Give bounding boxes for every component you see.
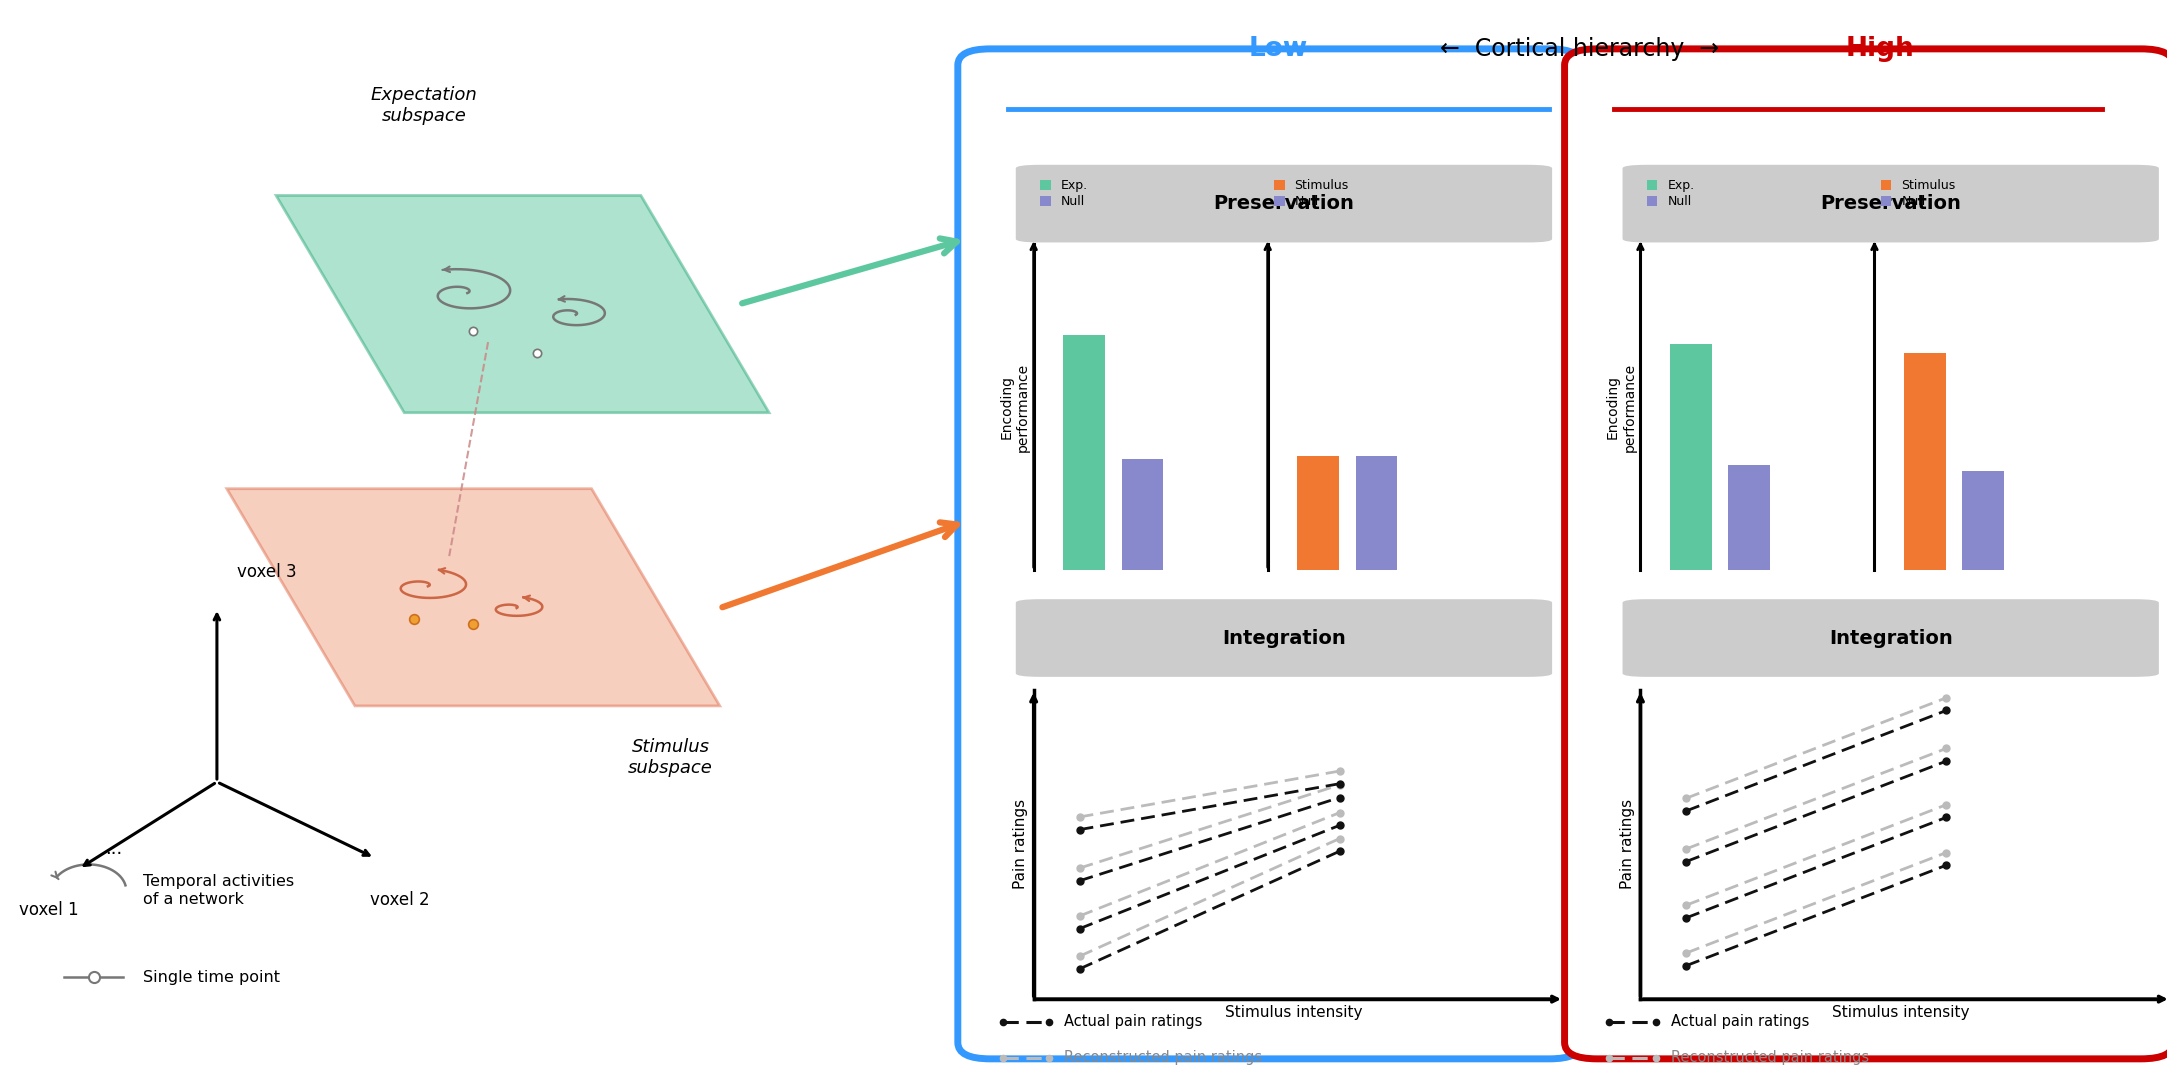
Y-axis label: Encoding
performance: Encoding performance [1606, 363, 1636, 452]
Bar [1905, 353, 1946, 570]
Text: Reconstructed pain ratings: Reconstructed pain ratings [1671, 1050, 1868, 1065]
Bar [1671, 344, 1712, 570]
Bar [1729, 465, 1770, 570]
Bar [1357, 455, 1398, 570]
FancyBboxPatch shape [1623, 599, 2158, 677]
Text: Integration: Integration [1222, 629, 1346, 647]
Bar [1963, 470, 2004, 570]
Y-axis label: Encoding
performance: Encoding performance [999, 363, 1029, 452]
Text: High: High [1846, 36, 1913, 62]
Text: Actual pain ratings: Actual pain ratings [1671, 1014, 1809, 1030]
Text: Preservation: Preservation [1820, 194, 1961, 213]
Y-axis label: Pain ratings: Pain ratings [1621, 799, 1634, 889]
Text: ...: ... [104, 841, 121, 858]
Y-axis label: Pain ratings: Pain ratings [1014, 799, 1027, 889]
Text: Temporal activities
of a network: Temporal activities of a network [143, 874, 295, 907]
Polygon shape [275, 195, 769, 413]
Bar [1064, 334, 1105, 570]
FancyBboxPatch shape [1016, 599, 1552, 677]
Text: voxel 3: voxel 3 [236, 563, 297, 581]
Text: Expectation
subspace: Expectation subspace [371, 86, 477, 125]
Text: voxel 1: voxel 1 [20, 901, 80, 920]
X-axis label: Stimulus intensity: Stimulus intensity [1224, 1005, 1363, 1020]
FancyBboxPatch shape [1623, 165, 2158, 242]
Text: Preservation: Preservation [1214, 194, 1354, 213]
Text: Reconstructed pain ratings: Reconstructed pain ratings [1064, 1050, 1261, 1065]
Text: voxel 2: voxel 2 [371, 891, 429, 909]
X-axis label: Stimulus intensity: Stimulus intensity [1831, 1005, 1970, 1020]
Legend: Exp., Null: Exp., Null [1040, 179, 1088, 209]
Text: Integration: Integration [1829, 629, 1952, 647]
Text: Stimulus
subspace: Stimulus subspace [628, 738, 713, 778]
Bar [1298, 455, 1339, 570]
Text: Low: Low [1248, 36, 1309, 62]
Legend: Stimulus, Null: Stimulus, Null [1274, 179, 1348, 209]
Polygon shape [228, 489, 719, 706]
Text: ←  Cortical hierarchy  →: ← Cortical hierarchy → [1439, 37, 1718, 61]
Text: Actual pain ratings: Actual pain ratings [1064, 1014, 1203, 1030]
Text: Single time point: Single time point [143, 970, 280, 985]
FancyBboxPatch shape [1016, 165, 1552, 242]
Bar [1123, 458, 1164, 570]
Legend: Stimulus, Null: Stimulus, Null [1881, 179, 1955, 209]
Legend: Exp., Null: Exp., Null [1647, 179, 1695, 209]
